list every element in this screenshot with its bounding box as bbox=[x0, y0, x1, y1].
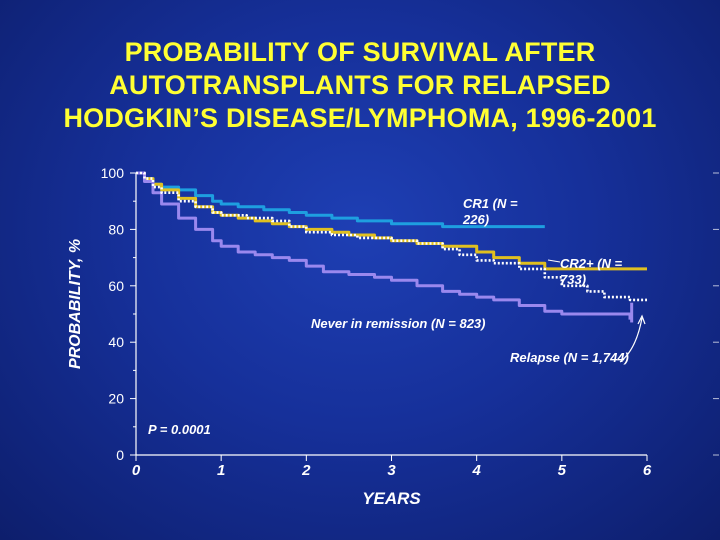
y-tick-label: 100 bbox=[101, 165, 125, 181]
series-label-cr2: CR2+ (N = bbox=[560, 256, 623, 271]
y-axis-label: PROBABILITY, % bbox=[67, 239, 84, 369]
x-tick-label: 3 bbox=[387, 462, 396, 479]
relapse-label-pointer bbox=[619, 317, 643, 363]
relapse-pointer-arrowhead bbox=[637, 314, 646, 325]
y-tick-label: 80 bbox=[108, 221, 124, 237]
title-line-1: PROBABILITY OF SURVIVAL AFTER bbox=[124, 37, 596, 67]
series-line-never-in-remission bbox=[136, 171, 632, 320]
y-tick-label: 60 bbox=[108, 278, 124, 294]
cr2-label-pointer bbox=[547, 259, 561, 263]
series-label-cr1: 226) bbox=[462, 212, 489, 227]
series-label-relapse: Relapse (N = 1,744) bbox=[510, 350, 629, 365]
series-label-never-in-remission: Never in remission (N = 823) bbox=[311, 316, 486, 331]
x-tick-label: 0 bbox=[132, 462, 141, 479]
y-tick-label: 40 bbox=[108, 334, 124, 350]
title-line-3: HODGKIN’S DISEASE/LYMPHOMA, 1996-2001 bbox=[63, 103, 657, 133]
x-tick-label: 1 bbox=[217, 462, 225, 479]
title-line-2: AUTOTRANSPLANTS FOR RELAPSED bbox=[109, 70, 611, 100]
x-axis-label: YEARS bbox=[362, 489, 421, 508]
x-tick-label: 6 bbox=[643, 462, 652, 479]
y-tick-label: 20 bbox=[108, 391, 124, 407]
x-tick-label: 5 bbox=[558, 462, 567, 479]
series-label-cr2: 733) bbox=[560, 272, 586, 287]
y-tick-label: 0 bbox=[116, 447, 124, 463]
series-line-relapse bbox=[136, 171, 647, 302]
series-label-cr1: CR1 (N = bbox=[463, 196, 518, 211]
p-value-annotation: P = 0.0001 bbox=[148, 422, 211, 437]
x-tick-label: 2 bbox=[301, 462, 311, 479]
x-tick-label: 4 bbox=[471, 462, 481, 479]
chart-title: PROBABILITY OF SURVIVAL AFTER AUTOTRANSP… bbox=[0, 36, 720, 135]
